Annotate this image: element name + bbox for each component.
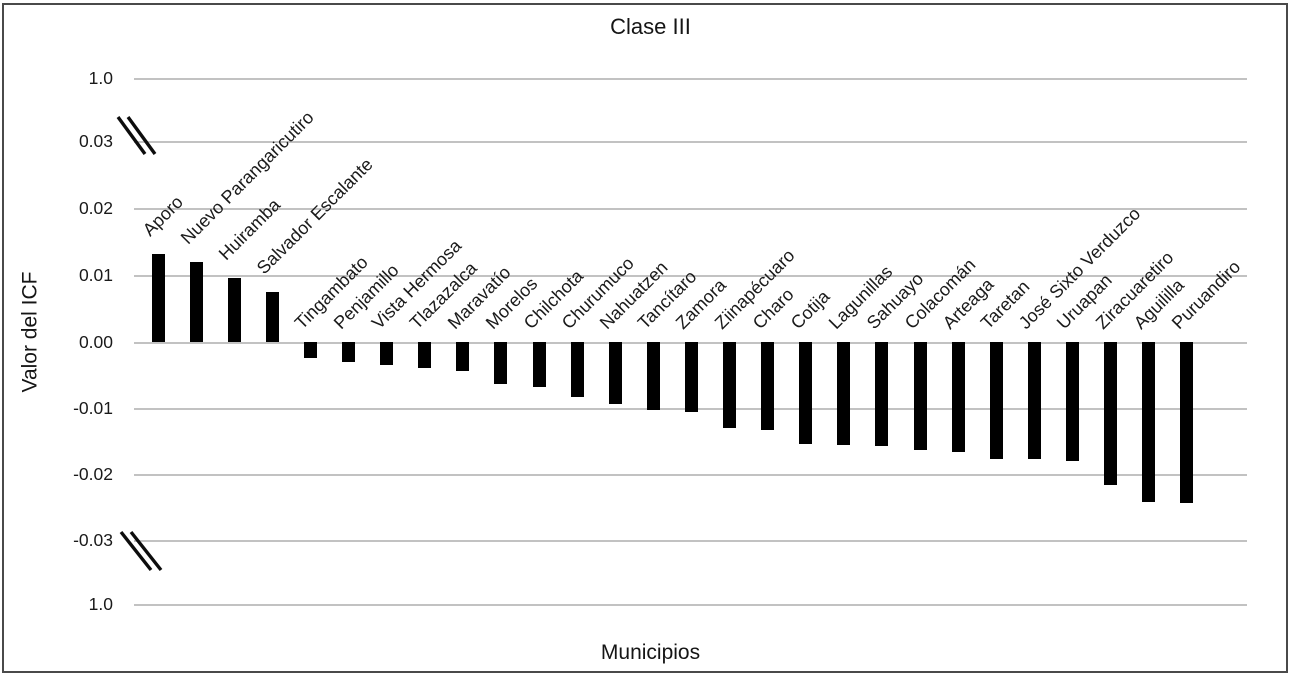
bar-aporo	[151, 253, 165, 342]
bar-tingambato	[303, 342, 317, 358]
bar-colacoman	[913, 342, 927, 451]
y-tick-label: 0.02	[78, 198, 113, 218]
bar-penjamillo	[342, 342, 355, 362]
bar-arteaga	[951, 342, 965, 453]
bar-nuevo-parangaricutiro	[189, 261, 203, 342]
bar-ziracuaretiro	[1104, 342, 1117, 486]
bar-zamora	[684, 342, 698, 412]
bar-maravatio	[456, 342, 470, 371]
bar-tlazazalca	[418, 342, 432, 368]
y-tick-label: 0.01	[78, 265, 113, 285]
bar-cotija	[799, 342, 813, 445]
y-tick-label: 0.03	[78, 131, 113, 151]
y-tick-label: -0.01	[73, 398, 113, 418]
bar-aguililla	[1142, 342, 1156, 503]
x-axis-title: Municipios	[600, 641, 701, 664]
y-tick-label: -0.03	[73, 530, 113, 550]
gridline	[134, 275, 1247, 277]
bar-charo	[761, 342, 775, 431]
gridline	[134, 78, 1247, 80]
gridline	[134, 208, 1247, 210]
bar-sahuayo	[875, 342, 889, 447]
bar-vista-hermosa	[380, 342, 394, 365]
bar-huiramba	[227, 278, 241, 342]
y-tick-label: -0.02	[73, 464, 113, 484]
bar-chilchota	[532, 342, 546, 388]
bar-nahuatzen	[608, 342, 622, 405]
gridline	[134, 604, 1247, 606]
y-tick-label: 1.0	[88, 68, 113, 88]
gridline	[134, 474, 1247, 476]
y-tick-label: 0.00	[78, 332, 113, 352]
gridline	[134, 540, 1247, 542]
bar-tancitaro	[646, 342, 660, 410]
bar-uruapan	[1065, 342, 1079, 462]
bar-salvador-escalante	[265, 292, 279, 342]
bar-lagunillas	[837, 342, 851, 446]
bar-taretan	[989, 342, 1003, 459]
bar-jose-sixto-verduzco	[1027, 342, 1041, 460]
chart-frame	[2, 3, 1288, 673]
bar-puruandiro	[1180, 342, 1194, 504]
bar-ziinapecuaro	[723, 342, 736, 429]
chart-title: Clase III	[610, 14, 691, 39]
y-tick-label: 1.0	[88, 594, 113, 614]
bar-churumuco	[570, 342, 584, 398]
gridline	[134, 141, 1247, 143]
bar-morelos	[494, 342, 508, 384]
